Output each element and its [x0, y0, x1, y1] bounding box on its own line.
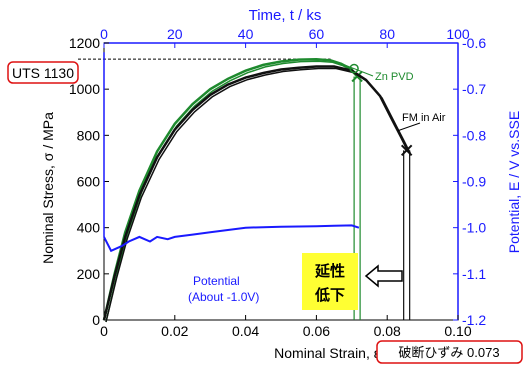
top-tick-label: 0 — [100, 26, 108, 42]
y-left-tick-label: 200 — [77, 266, 101, 282]
zn-pvd-circle-marker — [349, 63, 359, 74]
series-line-zn-pvd — [102, 57, 359, 321]
uts-box — [7, 61, 79, 84]
potential-label-line2: (About -1.0V) — [188, 290, 259, 304]
x-tick-label: 0.08 — [374, 323, 401, 339]
y-left-tick-label: 0 — [92, 312, 100, 328]
potential-label-line1: Potential — [193, 274, 240, 288]
top-tick-label: 80 — [379, 26, 395, 42]
top-tick-label: 100 — [446, 26, 470, 42]
uts-callout: UTS 1130 — [7, 61, 79, 84]
x-tick-label: 0.06 — [303, 323, 330, 339]
y-left-axis-title: Nominal Stress, σ / MPa — [40, 112, 56, 264]
x-tick-label: 0.10 — [444, 323, 471, 339]
left-arrow-icon — [364, 264, 403, 288]
y-left-tick-label: 1000 — [69, 81, 100, 97]
fracture-strain-box — [376, 340, 523, 364]
x-tick-label: 0.04 — [232, 323, 259, 339]
y-left-tick-label: 400 — [77, 220, 101, 236]
top-axis-title: Time, t / ks — [249, 7, 322, 24]
top-tick-label: 20 — [167, 26, 183, 42]
uts-label: UTS 1130 — [12, 65, 74, 81]
y-right-tick-label: -0.9 — [462, 174, 486, 190]
ductility-highlight — [302, 253, 358, 310]
plot-area: 0 0.02 0.04 0.06 0.08 0.100 20 40 60 80 1000200400… — [69, 26, 486, 339]
series-layer — [78, 52, 421, 323]
top-tick-label: 60 — [309, 26, 325, 42]
series-line-zn-pvd-fracture-marker-b — [351, 70, 363, 83]
series-line-fm-in-air — [102, 65, 410, 321]
fracture-strain-callout: 破断ひずみ 0.073 — [376, 340, 523, 364]
x-tick-label: 0 — [100, 323, 108, 339]
top-tick-label: 40 — [238, 26, 254, 42]
zn-pvd-label: Zn PVD — [375, 71, 414, 83]
y-right-tick-label: -0.7 — [462, 81, 486, 97]
series-line-potential — [103, 224, 360, 253]
fm-in-air-leader — [397, 122, 421, 132]
y-left-tick-label: 800 — [77, 127, 101, 143]
y-right-tick-label: -0.6 — [462, 35, 486, 51]
y-right-tick-label: -1.0 — [462, 220, 486, 236]
ductility-line1: 延性 — [314, 262, 345, 280]
ductility-line2: 低下 — [314, 286, 345, 304]
y-right-axis-title: Potential, E / V vs.SSE — [506, 111, 522, 253]
y-left-tick-label: 1200 — [69, 35, 100, 51]
fracture-strain-label: 破断ひずみ 0.073 — [398, 345, 499, 360]
plot-frame — [103, 42, 459, 321]
x-tick-label: 0.02 — [161, 323, 188, 339]
fm-in-air-label: FM in Air — [402, 112, 446, 124]
x-axis-title: Nominal Strain, ε — [274, 345, 380, 361]
y-right-tick-label: -0.8 — [462, 127, 486, 143]
ductility-box: 延性 低下 — [302, 253, 358, 310]
series-line-fm-in-air-b — [105, 67, 412, 323]
y-right-tick-label: -1.2 — [462, 312, 486, 328]
y-right-tick-label: -1.1 — [462, 266, 486, 282]
y-left-tick-label: 600 — [77, 174, 101, 190]
zn-pvd-leader — [344, 64, 374, 77]
series-line-fm-in-air-fracture-marker-b — [400, 144, 413, 157]
